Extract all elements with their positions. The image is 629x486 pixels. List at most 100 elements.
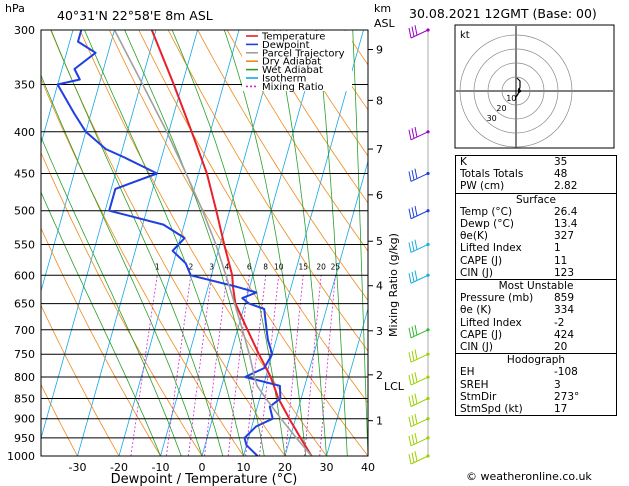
hodograph-ring [459, 34, 573, 148]
pressure-tick-label: 300 [14, 24, 35, 37]
wind-barb [408, 413, 430, 428]
mixing-ratio-tick-label: 6 [247, 262, 252, 271]
isotherm-line [77, 30, 198, 456]
wind-barb-flag [414, 432, 418, 444]
index-row: Lifted Index 1 [456, 242, 616, 254]
legend-label: Mixing Ratio [262, 82, 324, 93]
pressure-tick-label: 600 [14, 269, 35, 282]
pressure-tick-label: 700 [14, 324, 35, 337]
wind-barb-flag [411, 415, 415, 426]
index-label: StmSpd (kt) [460, 403, 523, 416]
pressure-tick-label: 800 [14, 371, 35, 384]
legend-label: Parcel Trajectory [262, 48, 345, 59]
pressure-tick-label: 500 [14, 205, 35, 218]
hodograph-index-block: Hodograph EH -108 SREH 3 StmDir 273° StmSpd (k… [456, 353, 616, 415]
temperature-tick-label: 30 [320, 461, 334, 474]
index-row: PW (cm) 2.82 [456, 180, 616, 192]
index-label: CIN (J) [460, 266, 493, 279]
wind-barb-staff [410, 210, 429, 220]
wind-barb-flag [414, 239, 418, 250]
mixing-ratio-tick-label: 10 [274, 262, 284, 271]
wind-barb-flag [411, 26, 415, 37]
mixing-ratio-line [245, 275, 267, 456]
index-label: Temp (°C) [460, 205, 513, 218]
isotherm-line [160, 30, 281, 456]
index-row: Lifted Index -2 [456, 317, 616, 329]
isotherm-line [284, 159, 368, 456]
index-value: 273° [554, 390, 580, 403]
hodograph-ring-label: 30 [487, 114, 497, 123]
wind-barb-flag [408, 396, 412, 407]
indices-top-block: K 35 Totals Totals 48 PW (cm) 2.82 [456, 156, 616, 193]
wind-barb-flag [414, 25, 418, 36]
isotherm-line [41, 30, 115, 293]
temperature-tick-label: 0 [199, 461, 206, 474]
wind-barb-flag [411, 326, 415, 337]
index-label: CAPE (J) [460, 254, 503, 267]
hodograph-trace [515, 77, 521, 98]
dry-adiabat-line [41, 383, 78, 456]
wind-barb-flag [411, 350, 415, 361]
right-panel: kt 10 20 30 [454, 0, 629, 486]
lcl-label: LCL [384, 380, 405, 393]
indices-table: K 35 Totals Totals 48 PW (cm) 2.82 Surface Te… [455, 155, 617, 417]
wind-barb-flag [408, 208, 412, 219]
wind-barb [408, 393, 430, 407]
wind-barb-staff [410, 455, 429, 465]
temperature-tick-label: 10 [237, 461, 251, 474]
index-label: K [460, 156, 467, 168]
isotherm-line [243, 30, 364, 456]
wind-barb-staff [410, 376, 429, 386]
index-row: EH -108 [456, 366, 616, 378]
index-value: 859 [554, 292, 575, 305]
wind-barb-staff [410, 274, 429, 284]
wet-adiabat-line [273, 30, 327, 456]
hodograph-ring [501, 76, 531, 106]
index-value: -2 [554, 316, 565, 329]
legend-label: Dry Adiabat [262, 57, 321, 68]
wind-barb [408, 270, 430, 284]
wind-barb [408, 126, 430, 141]
wind-barb-staff [410, 173, 429, 182]
temperature-tick-label: 20 [278, 461, 292, 474]
mixing-ratio-line [204, 275, 228, 456]
index-value: 334 [554, 304, 575, 317]
wind-barb-staff [410, 131, 429, 141]
wind-barb-flag [414, 205, 418, 217]
wind-barb-flag [408, 273, 412, 284]
index-label: θe(K) [460, 230, 488, 243]
wind-barb [408, 372, 430, 386]
mixing-ratio-tick-label: 1 [155, 262, 160, 271]
wind-barb-flag [411, 434, 415, 445]
index-row: Temp (°C) 26.4 [456, 206, 616, 218]
mixing-ratio-tick-label: 4 [225, 262, 230, 271]
index-label: PW (cm) [460, 180, 505, 193]
index-label: Lifted Index [460, 242, 522, 255]
dry-adiabat-line [433, 30, 454, 456]
wind-barb [408, 168, 430, 182]
surface-block: Surface Temp (°C) 26.4 Dewp (°C) 13.4 θe(K) 3… [456, 192, 616, 279]
index-value: 3 [554, 378, 561, 391]
index-label: CAPE (J) [460, 328, 503, 341]
wind-barb-flag [408, 416, 412, 427]
hodograph-ring [487, 62, 545, 120]
index-row: θe(K) 327 [456, 230, 616, 242]
legend-label: Isotherm [262, 74, 306, 85]
height-tick-label: 3 [376, 325, 383, 338]
wind-barb-staff [410, 418, 429, 428]
mixing-ratio-tick-label: 15 [298, 262, 308, 271]
index-row: Pressure (mb) 859 [456, 292, 616, 304]
pressure-tick-label: 950 [14, 432, 35, 445]
mixing-ratio-line [166, 275, 192, 456]
index-row: SREH 3 [456, 379, 616, 391]
index-row: StmDir 273° [456, 391, 616, 403]
wind-barb-flag [414, 372, 418, 383]
wind-barb-staff [410, 329, 429, 339]
footer-credit: © weatheronline.co.uk [466, 470, 592, 483]
mixing-ratio-axis-label: Mixing Ratio (g/kg) [387, 233, 400, 337]
unstable-block: Most Unstable Pressure (mb) 859 θe (K) 334 L… [456, 279, 616, 353]
temperature-tick-label: -20 [110, 461, 128, 474]
wet-adiabat-line [171, 30, 286, 456]
wind-barb-flag [408, 453, 412, 465]
index-label: Dewp (°C) [460, 218, 514, 231]
